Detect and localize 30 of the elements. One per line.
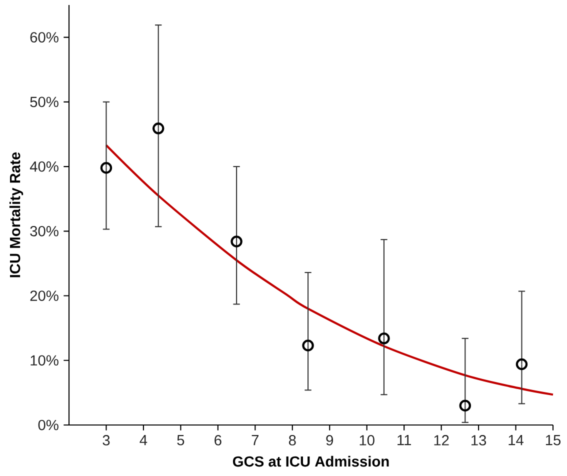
y-tick-label: 50% bbox=[30, 96, 58, 108]
y-tick-label: 20% bbox=[30, 290, 58, 301]
point bbox=[152, 122, 164, 134]
x-tick-label: 8 bbox=[288, 435, 296, 446]
x-tick-label: 6 bbox=[214, 435, 222, 446]
x-tick-label: 5 bbox=[177, 435, 184, 446]
point bbox=[100, 162, 112, 174]
x-tick-label: 14 bbox=[508, 435, 524, 446]
x-tick-label: 4 bbox=[140, 435, 148, 446]
y-tick-label: 10% bbox=[30, 355, 58, 366]
x-tick-label: 11 bbox=[398, 435, 411, 446]
x-tick-label: 15 bbox=[546, 435, 561, 446]
x-tick-label: 13 bbox=[471, 435, 486, 446]
y-tick-label: 0% bbox=[38, 420, 58, 430]
point bbox=[516, 358, 528, 370]
point bbox=[459, 400, 472, 412]
point bbox=[378, 332, 390, 344]
x-axis-title: GCS at ICU Admission bbox=[232, 456, 389, 467]
y-tick-label: 40% bbox=[30, 161, 58, 172]
x-tick-label: 10 bbox=[360, 435, 374, 446]
y-axis-title: ICU Mortality Rate bbox=[9, 152, 24, 278]
x-tick-label: 9 bbox=[326, 435, 334, 446]
x-tick-label: 12 bbox=[434, 435, 449, 446]
x-tick-label: 7 bbox=[252, 435, 259, 446]
point bbox=[230, 236, 242, 248]
x-tick-label: 3 bbox=[102, 435, 110, 446]
point bbox=[302, 340, 314, 352]
y-tick-label: 30% bbox=[30, 226, 58, 236]
line-series bbox=[105, 144, 554, 396]
y-tick-label: 60% bbox=[30, 32, 58, 43]
